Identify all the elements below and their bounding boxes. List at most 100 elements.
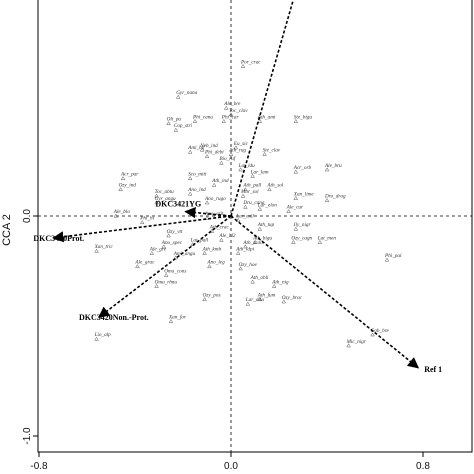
species-label-lar-exil: Lar_exil [235, 213, 254, 219]
species-label-ozy-pos: Ozy_pos [203, 293, 221, 299]
arrow-label-dkc3420non-prot: DKC3420Non.-Prot. [79, 313, 149, 322]
species-point-ano-spec [161, 244, 167, 249]
arrow-dkc3421yg [184, 206, 232, 219]
species-label-acr-par: Acr_par [120, 172, 139, 178]
species-point-ath-tup [257, 226, 263, 231]
species-point-sco-mitt [187, 176, 193, 181]
y-tick-label: 0.0 [22, 209, 33, 223]
species-label-ano-rugo: Ano_rugo [204, 196, 226, 202]
species-label-mic-nigr: Mic_nigr [346, 339, 367, 345]
arrow-label-ref-1: Ref 1 [424, 365, 442, 374]
species-point-oma-cons [163, 272, 169, 277]
species-label-eu-sic: Eu_sic [233, 141, 249, 147]
species-point-ale-grac [135, 264, 140, 269]
species-label-ath-pall: Ath_pall [242, 183, 261, 189]
species-label-dro-drag: Dro_drag [324, 194, 346, 200]
species-label-xan-tric: Xan_tric [94, 244, 114, 250]
species-label-xan-lime: Xan_lime [293, 191, 315, 197]
species-label-ale-bl2: Ale_bl2 [218, 233, 236, 239]
species-point-dru-cana [243, 204, 248, 209]
species-label-phi-hi: Phi_hi [139, 216, 154, 222]
species-point-ozy-vtt [166, 233, 171, 238]
species-label-ath-fum: Ath_fum [257, 292, 276, 299]
species-label-ily-nigr: Ily_nigr [293, 222, 312, 228]
species-point-ath-rug [228, 151, 234, 156]
species-point-xan-tric [94, 248, 99, 253]
species-label-phi-pal: Phi_pal [384, 253, 402, 259]
species-point-ale-bre [223, 105, 229, 110]
species-label-ath-tup: Ath_tup [257, 222, 275, 228]
arrow-dkc3420non-prot [98, 215, 232, 318]
species-label-ale-blo: Ale_blo [113, 209, 131, 215]
species-point-ath-scan [243, 244, 248, 249]
species-label-ath-scan: Ath_scan [242, 240, 263, 246]
species-point-ath-fum [257, 297, 263, 302]
species-label-lio-alp: Lio_alp [94, 332, 112, 338]
species-label-ath-ind: Ath_ind [211, 178, 229, 184]
species-label-ano-leg: Ano_leg [206, 260, 225, 266]
species-point-por-crac [240, 63, 246, 68]
species-point-ozy-brac [281, 299, 287, 304]
species-label-por-crac: Por_crac [240, 59, 261, 65]
species-label-bio-ruf: Bio_ruf [219, 155, 236, 162]
species-label-toc-clav: Toc_clav [229, 108, 248, 114]
species-point-phi-debi [204, 154, 210, 159]
species-point-oli-pa [166, 121, 171, 126]
y-axis-title: CCA 2 [1, 214, 13, 246]
environment-arrows: DKC3421YG DKC3420Prot. DKC3420Non.-Prot. Re… [33, 0, 442, 374]
species-label-ath-ami: Ath_ami [257, 114, 276, 120]
species-point-ano-rugo [204, 200, 210, 205]
species-label-mor-sol: Mor_sol [240, 189, 259, 195]
species-label-ath-crac: Ath_crac [209, 224, 230, 230]
species-label-phi-car: Phi_car [221, 114, 240, 120]
species-label-gyr-nana: Gyr_nana [176, 90, 197, 96]
species-label-ano-ind: Ano_ind [187, 187, 206, 193]
x-tick-label: -0.8 [30, 461, 48, 472]
species-label-ami-bif: Ami_bif [187, 144, 206, 151]
species-label-lar-dilu: Lar_dilu [245, 297, 265, 303]
species-label-ozy-hoe: Ozy_hoe [239, 262, 258, 268]
species-point-ale-bru [324, 167, 330, 172]
species-label-ath-sol: Ath_sol [266, 183, 283, 189]
species-label-oma-rhnu: Oma_rhnu [155, 279, 178, 285]
species-point-ale-bl2 [219, 237, 224, 242]
species-point-lar-elon [257, 206, 263, 211]
species-point-cop-stri [173, 127, 179, 132]
species-label-cop-stri: Cop_stri [174, 123, 193, 129]
axis-ticks: -0.8 0.0 0.8 0.0 -1.0 [22, 209, 430, 472]
species-point-gyr-nana [175, 94, 181, 99]
species-point-ath-kmb [202, 250, 207, 255]
species-label-ozy-brac: Ozy_brac [282, 295, 303, 301]
species-point-lat-ldu [238, 167, 243, 172]
species-label-lar-elon: Lar_elon [257, 202, 277, 208]
species-point-phi-hi [139, 220, 145, 225]
species-point-acr-orb [293, 169, 299, 174]
species-point-ano-ind [187, 191, 193, 196]
species-point-ale-blo [113, 213, 119, 218]
species-label-neh-ind: Neh_ind [199, 143, 218, 149]
species-point-phi-cana [192, 118, 198, 123]
species-point-mic-nigr [346, 343, 351, 348]
species-point-phi-car [221, 118, 227, 123]
species-label-phi-debi: Phi_debi [204, 150, 224, 156]
species-point-ath-pall [243, 187, 248, 192]
arrow-ref-1 [230, 215, 420, 369]
species-point-acr-par [120, 176, 126, 181]
x-tick-label: 0.8 [416, 461, 430, 472]
species-point-ath-obli [250, 279, 255, 284]
species-label-sco-mitt: Sco_mitt [188, 172, 207, 178]
species-point-neh-ind [199, 147, 205, 152]
species-point-phi-pal [384, 257, 390, 262]
species-point-lar-exil [235, 217, 241, 222]
arrow-label-dkc3421yg: DKC3421YG [155, 200, 201, 209]
species-label-gob-bre: Gob_bre [371, 328, 390, 334]
species-point-mor-sol [240, 193, 246, 198]
species-label-ale-bre: Ale_bre [223, 101, 241, 107]
species-point-ste-clav [262, 151, 267, 156]
species-point-ath-ami [257, 118, 263, 123]
species-label-ath-nig: Ath_nig [271, 279, 289, 285]
species-point-ath-bigu [252, 239, 258, 244]
species-point-dro-drag [324, 198, 330, 203]
